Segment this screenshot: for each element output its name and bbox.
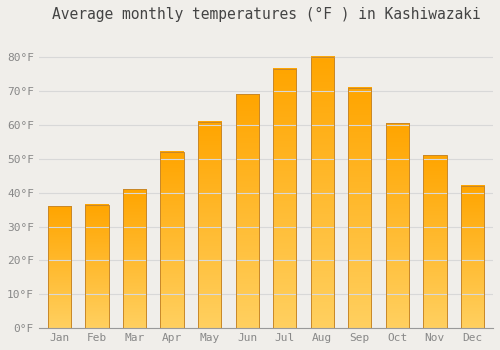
Bar xyxy=(160,152,184,328)
Bar xyxy=(310,57,334,328)
Bar xyxy=(123,189,146,328)
Title: Average monthly temperatures (°F ) in Kashiwazaki: Average monthly temperatures (°F ) in Ka… xyxy=(52,7,480,22)
Bar xyxy=(386,123,409,328)
Bar xyxy=(423,155,446,328)
Bar xyxy=(461,186,484,328)
Bar xyxy=(273,69,296,328)
Bar xyxy=(198,121,222,328)
Bar xyxy=(48,206,71,328)
Bar xyxy=(236,94,259,328)
Bar xyxy=(348,88,372,328)
Bar xyxy=(86,204,108,328)
